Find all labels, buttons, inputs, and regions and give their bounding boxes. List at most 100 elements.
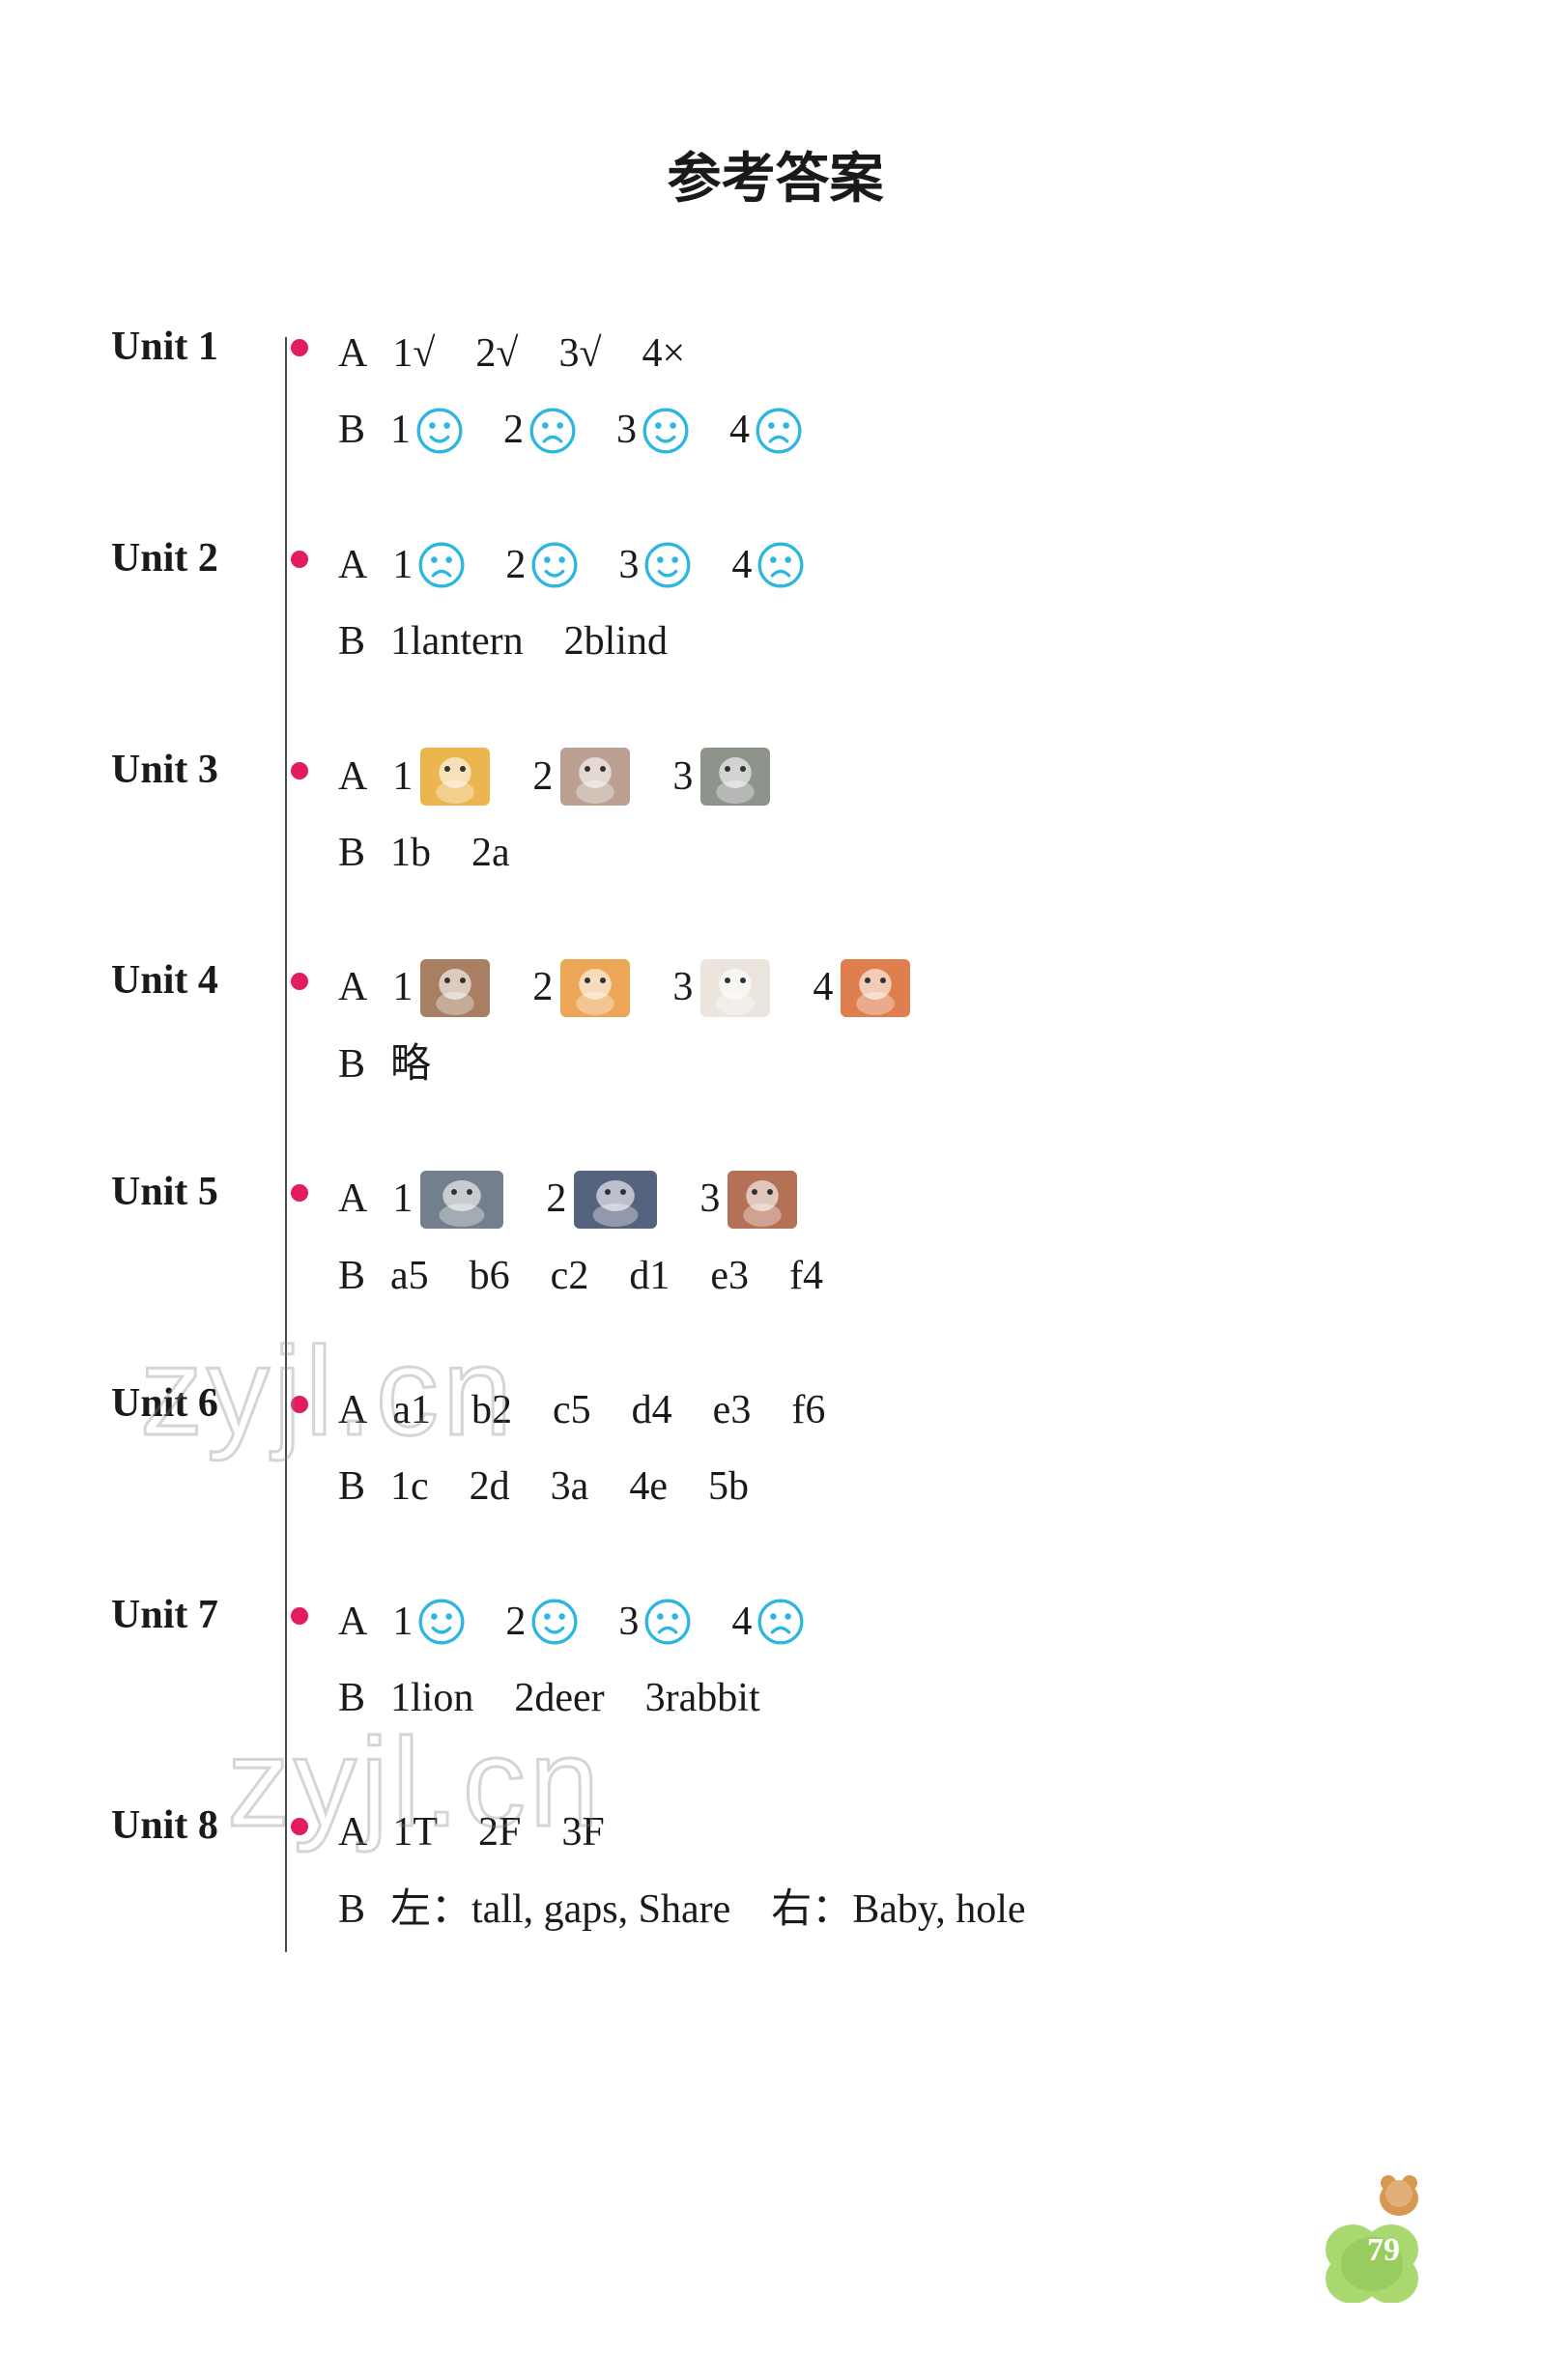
line-prefix: B	[338, 396, 365, 465]
answers-block: A1 2 3 4 B略	[280, 953, 947, 1107]
item-value: 4	[803, 1242, 823, 1311]
bullet-icon	[291, 1184, 308, 1202]
line-prefix: B	[338, 1664, 365, 1733]
answers-block: A1 2 3 Ba 5b 6c 2d 1e 3f 4	[280, 1165, 858, 1318]
answer-item: 4 ×	[642, 320, 686, 388]
page-badge: 79	[1299, 2187, 1444, 2303]
item-number: 1	[390, 1664, 411, 1733]
item-number: b	[471, 1376, 492, 1445]
unit-label: Unit 3	[111, 743, 280, 793]
item-value: 左：tall, gaps, Share 右：Baby, hole	[390, 1876, 1026, 1944]
answer-line: A1 2 3	[338, 743, 807, 811]
happy-face-icon	[531, 1599, 578, 1645]
answer-item: 1	[392, 1165, 505, 1233]
happy-face-icon	[642, 408, 689, 454]
answers-block: Aa 1b 2c 5d 4e 3f 6B1 c2 d3 a4 e5 b	[280, 1376, 860, 1530]
item-number: 3	[618, 1588, 639, 1657]
answer-item: a 1	[392, 1376, 431, 1445]
answers-block: A1 √2 √3 √4 ×B1 2 3 4	[280, 320, 837, 473]
item-number: 2	[478, 1799, 499, 1867]
item-number: d	[629, 1242, 649, 1311]
answer-item: 2 deer	[514, 1664, 604, 1733]
answer-item: 2 F	[478, 1799, 521, 1867]
unit-row: Unit 3A1 2 3 B1 b2 a	[111, 743, 1454, 896]
answer-line: Ba 5b 6c 2d 1e 3f 4	[338, 1242, 858, 1311]
item-value: 4	[652, 1376, 672, 1445]
item-value: d	[490, 1453, 510, 1521]
item-number: 4	[731, 531, 752, 600]
cat-icon	[418, 746, 492, 808]
answer-item: 2	[532, 953, 632, 1022]
line-prefix: A	[338, 1799, 367, 1867]
fox-icon	[839, 957, 912, 1019]
answer-line: A1 2 3	[338, 1165, 858, 1233]
mouse_dress-icon	[699, 746, 772, 808]
item-value: ×	[663, 320, 686, 388]
answer-item: 3	[618, 1588, 691, 1657]
answer-item: 4	[813, 953, 912, 1022]
answer-line: A1 2 3 4	[338, 1588, 839, 1657]
item-value: 6	[805, 1376, 825, 1445]
answer-item: e 3	[710, 1242, 749, 1311]
line-prefix: A	[338, 1165, 367, 1233]
answer-item: 3	[672, 743, 772, 811]
answer-line: A1 2 3 4	[338, 953, 947, 1022]
item-number: 1	[390, 608, 411, 676]
item-number: f	[791, 1376, 805, 1445]
sad-face-icon	[757, 542, 804, 588]
answer-item: 1	[390, 396, 463, 465]
item-value: 5	[571, 1376, 591, 1445]
unit-row: Unit 8A1 T2 F3 FB左：tall, gaps, Share 右：B…	[111, 1799, 1454, 1952]
unit-label: Unit 4	[111, 953, 280, 1004]
item-number: 3	[561, 1799, 582, 1867]
line-prefix: B	[338, 1876, 365, 1944]
item-value: a	[571, 1453, 589, 1521]
item-value: 1	[411, 1376, 431, 1445]
answer-content: Unit 1A1 √2 √3 √4 ×B1 2 3 4 Unit 2A1 2 3	[97, 320, 1454, 1952]
item-number: a	[392, 1376, 411, 1445]
item-number: 2	[532, 743, 553, 811]
item-number: c	[551, 1242, 569, 1311]
answer-item: 2	[505, 1588, 578, 1657]
line-prefix: B	[338, 1242, 365, 1311]
answer-line: A1 2 3 4	[338, 531, 839, 600]
unit-row: Unit 4A1 2 3 4 B略	[111, 953, 1454, 1107]
item-value: T	[413, 1799, 438, 1867]
answer-item: d 1	[629, 1242, 670, 1311]
unit-label: Unit 7	[111, 1588, 280, 1638]
item-number: 1	[392, 320, 413, 388]
unit-label: Unit 1	[111, 320, 280, 370]
item-number: f	[789, 1242, 803, 1311]
answer-item: f 6	[791, 1376, 825, 1445]
item-number: 2	[505, 1588, 526, 1657]
answer-item: a 5	[390, 1242, 429, 1311]
unit-row: Unit 5A1 2 3 Ba 5b 6c 2d 1e 3f 4	[111, 1165, 1454, 1318]
answer-line: B1 2 3 4	[338, 396, 837, 465]
item-number: 2	[503, 396, 524, 465]
item-value: c	[411, 1453, 429, 1521]
item-value: 2	[568, 1242, 588, 1311]
answer-item: c 5	[553, 1376, 591, 1445]
item-number: 3	[645, 1664, 666, 1733]
lion-icon	[558, 957, 632, 1019]
item-value: lantern	[411, 608, 524, 676]
answer-item: 2	[532, 743, 632, 811]
item-number: 1	[392, 1588, 413, 1657]
item-number: e	[713, 1376, 731, 1445]
line-prefix: B	[338, 1453, 365, 1521]
item-number: 2	[505, 531, 526, 600]
answer-item: 5 b	[708, 1453, 749, 1521]
answer-item: 1 b	[390, 819, 431, 888]
answer-item: 4	[729, 396, 802, 465]
answer-item: 1 c	[390, 1453, 429, 1521]
answers-block: A1 T2 F3 FB左：tall, gaps, Share 右：Baby, h…	[280, 1799, 1061, 1952]
item-number: 4	[629, 1453, 649, 1521]
answers-block: A1 2 3 4 B1 lion2 deer3 rabbit	[280, 1588, 839, 1742]
moon-icon	[572, 1169, 659, 1231]
item-value: √	[413, 320, 435, 388]
item-value: 略	[390, 1031, 431, 1099]
item-value: deer	[534, 1664, 604, 1733]
line-prefix: B	[338, 819, 365, 888]
answer-item: 左：tall, gaps, Share 右：Baby, hole	[390, 1876, 1026, 1944]
item-number: 3	[616, 396, 637, 465]
